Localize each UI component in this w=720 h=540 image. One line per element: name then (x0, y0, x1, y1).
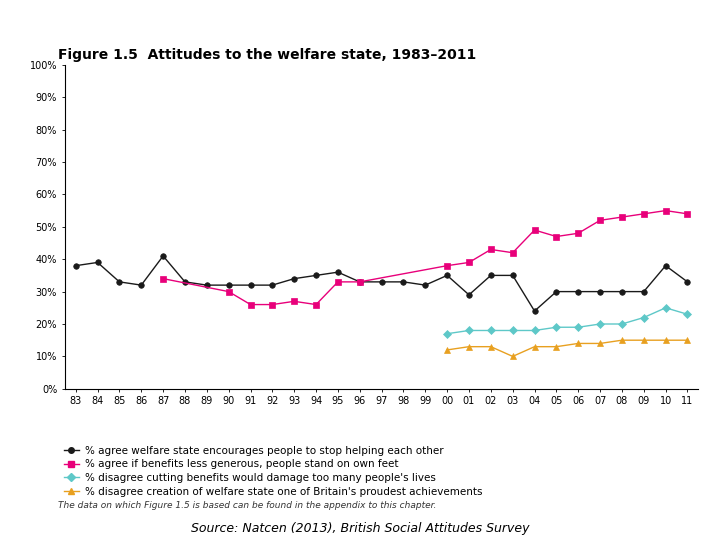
Text: Source: Natcen (2013), British Social Attitudes Survey: Source: Natcen (2013), British Social At… (191, 522, 529, 535)
Text: The data on which Figure 1.5 is based can be found in the appendix to this chapt: The data on which Figure 1.5 is based ca… (58, 501, 436, 510)
Text: Centre for Applied Social Research (Ce.ASR): Centre for Applied Social Research (Ce.A… (14, 9, 320, 23)
Legend: % agree welfare state encourages people to stop helping each other, % agree if b: % agree welfare state encourages people … (63, 446, 482, 497)
Text: Figure 1.5  Attitudes to the welfare state, 1983–2011: Figure 1.5 Attitudes to the welfare stat… (58, 48, 476, 62)
